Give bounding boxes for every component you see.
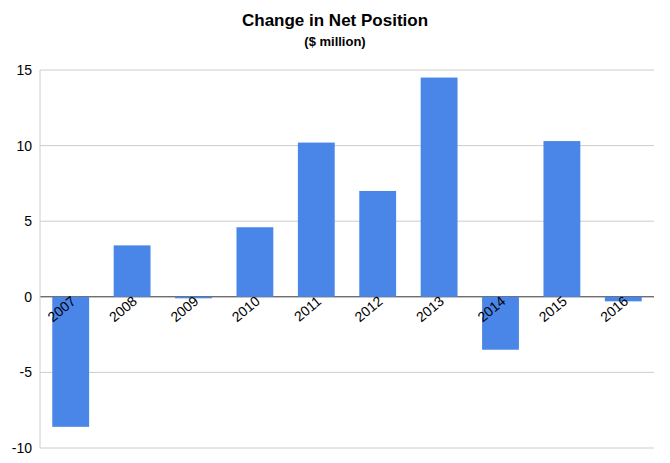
x-tick-label: 2015 bbox=[536, 293, 570, 325]
grid-line bbox=[40, 448, 654, 449]
y-axis-line bbox=[40, 70, 41, 448]
y-tick-label: 0 bbox=[24, 289, 32, 305]
x-tick-label: 2011 bbox=[291, 293, 325, 325]
y-tick-label: -5 bbox=[20, 364, 33, 380]
x-tick-label: 2016 bbox=[597, 293, 631, 325]
x-tick-label: 2010 bbox=[229, 293, 263, 325]
x-tick-label: 2013 bbox=[413, 293, 447, 325]
title: Change in Net Position bbox=[242, 11, 428, 30]
bar bbox=[236, 227, 273, 297]
y-tick-label: 5 bbox=[24, 213, 32, 229]
grid-line bbox=[40, 70, 654, 71]
bar bbox=[359, 191, 396, 297]
x-tick-label: 2007 bbox=[44, 293, 78, 325]
bars bbox=[52, 78, 641, 427]
bar bbox=[114, 245, 151, 296]
x-tick-label: 2008 bbox=[106, 293, 140, 325]
chart-svg: Change in Net Position ($ million) -10 -5 0 5… bbox=[0, 0, 670, 463]
y-tick-label: 10 bbox=[16, 138, 32, 154]
chart-container: Change in Net Position ($ million) -10 -5 0 5… bbox=[0, 0, 670, 463]
bar bbox=[298, 143, 335, 297]
background bbox=[0, 0, 670, 463]
subtitle: ($ million) bbox=[304, 34, 365, 49]
x-tick-label: 2014 bbox=[474, 293, 508, 325]
y-tick-label: 15 bbox=[16, 62, 32, 78]
y-tick-label: -10 bbox=[12, 440, 32, 456]
grid-line bbox=[40, 372, 654, 373]
bar bbox=[543, 141, 580, 297]
x-tick-label: 2009 bbox=[167, 293, 201, 325]
x-tick-label: 2012 bbox=[351, 293, 385, 325]
bar bbox=[421, 78, 458, 297]
